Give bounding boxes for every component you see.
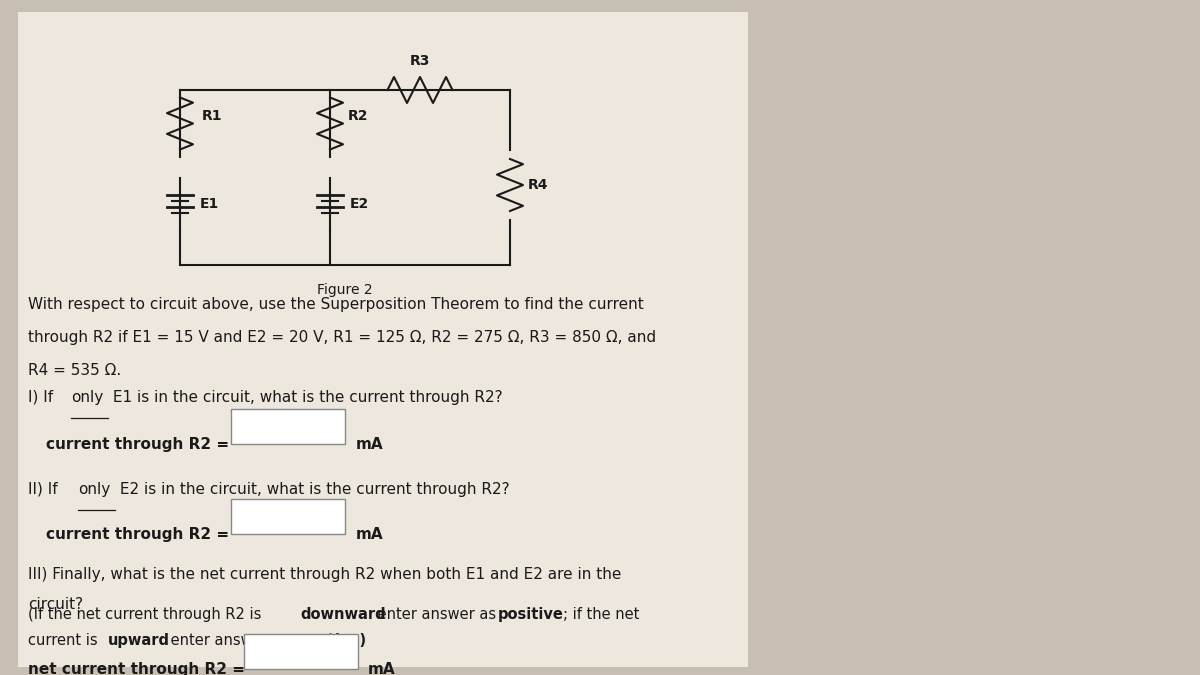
Text: current through R2 =: current through R2 = [46,527,229,542]
Text: only: only [78,482,110,497]
Text: only: only [71,390,103,405]
Text: E2: E2 [350,197,370,211]
Text: I) If: I) If [28,390,58,405]
FancyBboxPatch shape [18,12,748,667]
Text: (If the net current through R2 is: (If the net current through R2 is [28,607,266,622]
Text: through R2 if E1 = 15 V and E2 = 20 V, R1 = 125 Ω, R2 = 275 Ω, R3 = 850 Ω, and: through R2 if E1 = 15 V and E2 = 20 V, R… [28,330,656,345]
Text: current through R2 =: current through R2 = [46,437,229,452]
FancyBboxPatch shape [230,409,346,444]
Text: R1: R1 [202,109,222,122]
Text: enter answer as: enter answer as [373,607,500,622]
Text: ; if the net: ; if the net [563,607,640,622]
Text: net current through R2 =: net current through R2 = [28,662,245,675]
Text: R4 = 535 Ω.: R4 = 535 Ω. [28,363,121,378]
FancyBboxPatch shape [230,499,346,534]
Text: mA: mA [356,527,384,542]
Text: II) If: II) If [28,482,62,497]
Text: III) Finally, what is the net current through R2 when both E1 and E2 are in the: III) Finally, what is the net current th… [28,567,622,582]
Text: R3: R3 [410,54,430,68]
Text: downward: downward [300,607,385,622]
Text: mA: mA [368,662,396,675]
Text: circuit?: circuit? [28,597,83,612]
Text: R2: R2 [348,109,368,122]
Text: With respect to circuit above, use the Superposition Theorem to find the current: With respect to circuit above, use the S… [28,297,643,312]
Text: upward: upward [108,633,170,648]
Text: Figure 2: Figure 2 [317,283,373,297]
Text: mA: mA [356,437,384,452]
Text: enter answer as: enter answer as [166,633,294,648]
Text: R4: R4 [528,178,548,192]
Text: positive: positive [498,607,564,622]
FancyBboxPatch shape [244,634,358,669]
Text: E1: E1 [200,197,220,211]
Text: current is: current is [28,633,102,648]
Text: E2 is in the circuit, what is the current through R2?: E2 is in the circuit, what is the curren… [115,482,510,497]
Text: negative): negative) [288,633,367,648]
Text: E1 is in the circuit, what is the current through R2?: E1 is in the circuit, what is the curren… [108,390,503,405]
